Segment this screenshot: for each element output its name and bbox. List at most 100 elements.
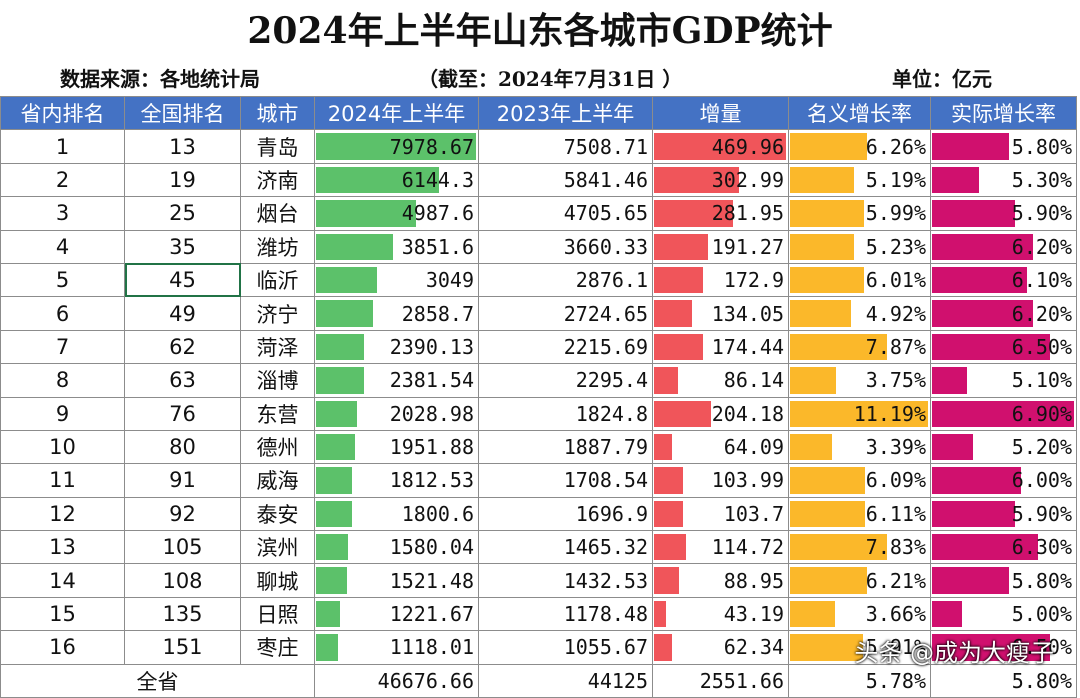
increase-cell[interactable]: 191.27 — [652, 229, 789, 264]
increase-cell[interactable]: 174.44 — [652, 329, 789, 365]
city-cell[interactable]: 东营 — [240, 396, 315, 431]
real-growth-cell[interactable]: 5.20% — [930, 429, 1077, 465]
gdp-2023-cell[interactable]: 1887.79 — [478, 429, 653, 465]
prov-rank-cell[interactable]: 10 — [0, 429, 125, 465]
total-label[interactable]: 全省 — [0, 663, 315, 698]
total-gdp-2024-cell[interactable]: 46676.66 — [314, 663, 479, 698]
gdp-2023-cell[interactable]: 1708.54 — [478, 463, 653, 498]
gdp-2024-cell[interactable]: 2390.13 — [314, 329, 479, 365]
nat-rank-cell[interactable]: 92 — [124, 496, 241, 532]
city-cell[interactable]: 菏泽 — [240, 329, 315, 365]
total-gdp-2023-cell[interactable]: 44125 — [478, 663, 653, 698]
gdp-2023-cell[interactable]: 1178.48 — [478, 596, 653, 632]
increase-cell[interactable]: 469.96 — [652, 129, 789, 164]
nominal-growth-cell[interactable]: 6.11% — [788, 496, 931, 532]
nominal-growth-cell[interactable]: 6.26% — [788, 129, 931, 164]
nominal-growth-cell[interactable]: 3.75% — [788, 363, 931, 398]
gdp-2023-cell[interactable]: 2724.65 — [478, 296, 653, 331]
gdp-2023-cell[interactable]: 4705.65 — [478, 196, 653, 231]
real-growth-cell[interactable]: 5.10% — [930, 363, 1077, 398]
real-growth-cell[interactable]: 6.10% — [930, 262, 1077, 298]
gdp-2023-cell[interactable]: 2215.69 — [478, 329, 653, 365]
increase-cell[interactable]: 103.99 — [652, 463, 789, 498]
prov-rank-cell[interactable]: 6 — [0, 296, 125, 331]
nominal-growth-cell[interactable]: 5.19% — [788, 162, 931, 198]
gdp-2024-cell[interactable]: 2381.54 — [314, 363, 479, 398]
city-cell[interactable]: 青岛 — [240, 129, 315, 164]
city-cell[interactable]: 烟台 — [240, 196, 315, 231]
gdp-2024-cell[interactable]: 4987.6 — [314, 196, 479, 231]
header-increase[interactable]: 增量 — [652, 95, 789, 131]
prov-rank-cell[interactable]: 1 — [0, 129, 125, 164]
gdp-2023-cell[interactable]: 7508.71 — [478, 129, 653, 164]
increase-cell[interactable]: 281.95 — [652, 196, 789, 231]
gdp-2024-cell[interactable]: 3049 — [314, 262, 479, 298]
nominal-growth-cell[interactable]: 6.09% — [788, 463, 931, 498]
gdp-2023-cell[interactable]: 1055.67 — [478, 630, 653, 665]
header-real-growth[interactable]: 实际增长率 — [930, 95, 1077, 131]
increase-cell[interactable]: 88.95 — [652, 563, 789, 598]
city-cell[interactable]: 淄博 — [240, 363, 315, 398]
city-cell[interactable]: 济南 — [240, 162, 315, 198]
increase-cell[interactable]: 134.05 — [652, 296, 789, 331]
gdp-2023-cell[interactable]: 1824.8 — [478, 396, 653, 431]
real-growth-cell[interactable]: 6.50% — [930, 630, 1077, 665]
nominal-growth-cell[interactable]: 11.19% — [788, 396, 931, 431]
gdp-2023-cell[interactable]: 3660.33 — [478, 229, 653, 264]
real-growth-cell[interactable]: 5.90% — [930, 196, 1077, 231]
header-gdp-2023[interactable]: 2023年上半年 — [478, 95, 653, 131]
nominal-growth-cell[interactable]: 5.99% — [788, 196, 931, 231]
header-nat-rank[interactable]: 全国排名 — [124, 95, 241, 131]
gdp-2024-cell[interactable]: 1800.6 — [314, 496, 479, 532]
gdp-2024-cell[interactable]: 2858.7 — [314, 296, 479, 331]
nat-rank-cell[interactable]: 45 — [124, 262, 241, 298]
nat-rank-cell[interactable]: 25 — [124, 196, 241, 231]
increase-cell[interactable]: 302.99 — [652, 162, 789, 198]
nominal-growth-cell[interactable]: 5.91% — [788, 630, 931, 665]
prov-rank-cell[interactable]: 5 — [0, 262, 125, 298]
city-cell[interactable]: 聊城 — [240, 563, 315, 598]
prov-rank-cell[interactable]: 15 — [0, 596, 125, 632]
header-gdp-2024[interactable]: 2024年上半年 — [314, 95, 479, 131]
prov-rank-cell[interactable]: 14 — [0, 563, 125, 598]
gdp-2024-cell[interactable]: 2028.98 — [314, 396, 479, 431]
nat-rank-cell[interactable]: 19 — [124, 162, 241, 198]
real-growth-cell[interactable]: 6.90% — [930, 396, 1077, 431]
city-cell[interactable]: 日照 — [240, 596, 315, 632]
prov-rank-cell[interactable]: 11 — [0, 463, 125, 498]
prov-rank-cell[interactable]: 7 — [0, 329, 125, 365]
increase-cell[interactable]: 103.7 — [652, 496, 789, 532]
nat-rank-cell[interactable]: 63 — [124, 363, 241, 398]
increase-cell[interactable]: 43.19 — [652, 596, 789, 632]
nat-rank-cell[interactable]: 91 — [124, 463, 241, 498]
nat-rank-cell[interactable]: 13 — [124, 129, 241, 164]
header-prov-rank[interactable]: 省内排名 — [0, 95, 125, 131]
prov-rank-cell[interactable]: 13 — [0, 530, 125, 565]
gdp-2024-cell[interactable]: 1118.01 — [314, 630, 479, 665]
city-cell[interactable]: 德州 — [240, 429, 315, 465]
increase-cell[interactable]: 86.14 — [652, 363, 789, 398]
header-city[interactable]: 城市 — [240, 95, 315, 131]
gdp-2023-cell[interactable]: 2876.1 — [478, 262, 653, 298]
real-growth-cell[interactable]: 6.50% — [930, 329, 1077, 365]
real-growth-cell[interactable]: 5.90% — [930, 496, 1077, 532]
prov-rank-cell[interactable]: 2 — [0, 162, 125, 198]
gdp-2024-cell[interactable]: 1812.53 — [314, 463, 479, 498]
prov-rank-cell[interactable]: 4 — [0, 229, 125, 264]
nat-rank-cell[interactable]: 76 — [124, 396, 241, 431]
real-growth-cell[interactable]: 5.80% — [930, 563, 1077, 598]
nat-rank-cell[interactable]: 151 — [124, 630, 241, 665]
real-growth-cell[interactable]: 5.30% — [930, 162, 1077, 198]
increase-cell[interactable]: 62.34 — [652, 630, 789, 665]
city-cell[interactable]: 威海 — [240, 463, 315, 498]
nat-rank-cell[interactable]: 135 — [124, 596, 241, 632]
prov-rank-cell[interactable]: 16 — [0, 630, 125, 665]
gdp-2023-cell[interactable]: 1465.32 — [478, 530, 653, 565]
prov-rank-cell[interactable]: 8 — [0, 363, 125, 398]
gdp-2024-cell[interactable]: 1951.88 — [314, 429, 479, 465]
nat-rank-cell[interactable]: 35 — [124, 229, 241, 264]
city-cell[interactable]: 滨州 — [240, 530, 315, 565]
gdp-2023-cell[interactable]: 1432.53 — [478, 563, 653, 598]
nominal-growth-cell[interactable]: 3.39% — [788, 429, 931, 465]
real-growth-cell[interactable]: 6.30% — [930, 530, 1077, 565]
